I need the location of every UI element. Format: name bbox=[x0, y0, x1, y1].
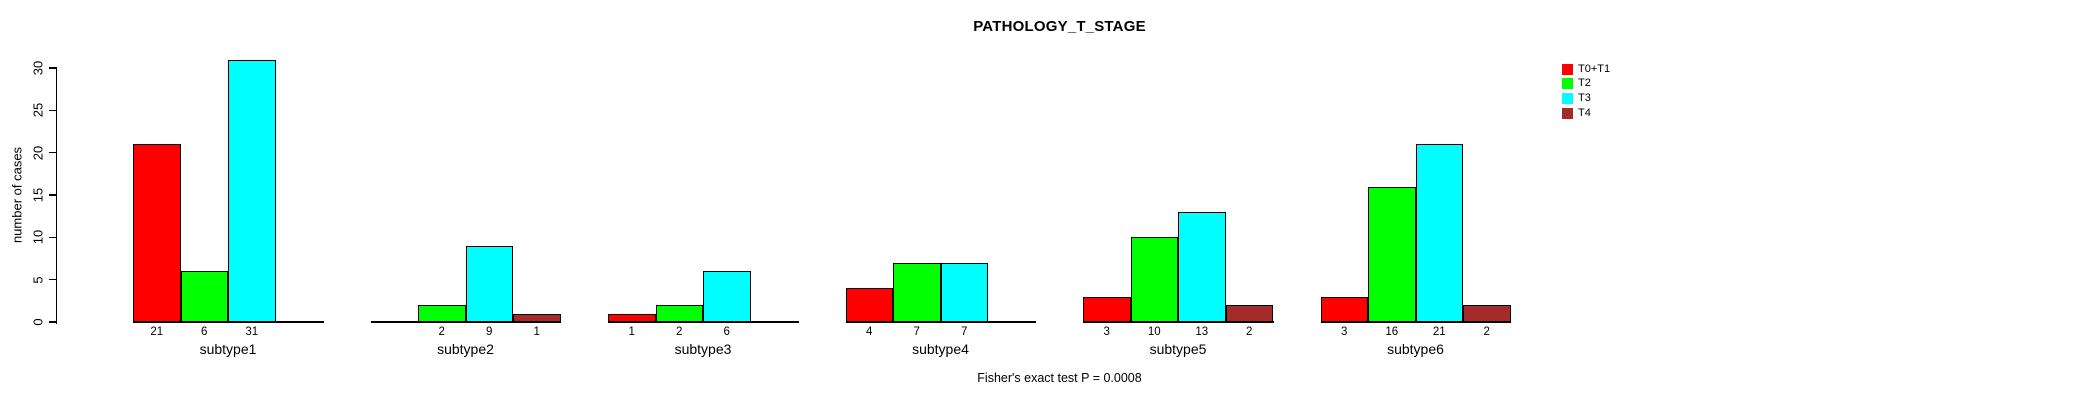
legend-label: T2 bbox=[1578, 77, 1591, 90]
bar-value-label: 21 bbox=[1432, 326, 1446, 338]
bar-subtype3-T0+T1 bbox=[608, 313, 656, 322]
bar-subtype5-T0+T1 bbox=[1083, 296, 1131, 322]
y-tick bbox=[48, 194, 56, 196]
bar-value-label: 2 bbox=[1483, 326, 1490, 338]
bar-subtype6-T4 bbox=[1463, 305, 1511, 322]
legend-swatch-icon bbox=[1562, 107, 1573, 119]
bar-value-label: 1 bbox=[628, 326, 635, 338]
bar-value-label: 3 bbox=[1103, 326, 1110, 338]
bar-value-label: 13 bbox=[1195, 326, 1209, 338]
group-baseline bbox=[845, 321, 1036, 323]
y-axis-line bbox=[55, 67, 57, 324]
bar-value-label: 1 bbox=[533, 326, 540, 338]
category-label-subtype2: subtype2 bbox=[437, 341, 494, 357]
bar-subtype4-T3 bbox=[940, 262, 988, 322]
bar-value-label: 10 bbox=[1147, 326, 1161, 338]
bar-subtype2-T2 bbox=[418, 305, 466, 322]
bar-value-label: 16 bbox=[1385, 326, 1399, 338]
category-label-subtype5: subtype5 bbox=[1149, 341, 1207, 357]
y-tick bbox=[48, 109, 56, 112]
bar-value-label: 2 bbox=[676, 326, 683, 338]
y-tick-label: 10 bbox=[30, 230, 46, 245]
bar-subtype5-T3 bbox=[1178, 211, 1226, 322]
bar-value-label: 6 bbox=[201, 326, 208, 338]
legend-label: T3 bbox=[1578, 91, 1591, 104]
category-label-subtype1: subtype1 bbox=[199, 341, 257, 357]
bar-subtype2-T3 bbox=[465, 245, 513, 322]
legend-swatch-icon bbox=[1562, 63, 1573, 75]
group-baseline bbox=[608, 321, 799, 323]
y-tick-label: 20 bbox=[30, 145, 46, 160]
bar-subtype6-T0+T1 bbox=[1320, 296, 1368, 322]
legend-swatch-icon bbox=[1562, 78, 1573, 90]
legend-label: T4 bbox=[1578, 106, 1591, 119]
bar-subtype4-T2 bbox=[893, 262, 941, 322]
legend-swatch-icon bbox=[1562, 92, 1573, 104]
bar-value-label: 9 bbox=[486, 326, 493, 338]
chart-title: PATHOLOGY_T_STAGE bbox=[973, 18, 1146, 35]
y-tick-label: 25 bbox=[30, 103, 46, 118]
y-tick bbox=[48, 67, 56, 69]
y-tick bbox=[48, 278, 56, 281]
bar-subtype5-T2 bbox=[1130, 237, 1178, 322]
y-tick bbox=[48, 151, 56, 154]
bar-value-label: 6 bbox=[723, 326, 730, 338]
group-baseline bbox=[133, 321, 324, 323]
bar-value-label: 2 bbox=[438, 326, 445, 338]
y-tick-label: 30 bbox=[30, 60, 46, 76]
bar-subtype6-T3 bbox=[1415, 144, 1463, 322]
bar-subtype2-T4 bbox=[513, 313, 561, 322]
bar-subtype6-T2 bbox=[1368, 186, 1416, 322]
y-tick bbox=[48, 236, 56, 239]
category-label-subtype6: subtype6 bbox=[1387, 341, 1444, 357]
group-baseline bbox=[1320, 321, 1511, 323]
legend-label: T0+T1 bbox=[1578, 62, 1611, 75]
bar-value-label: 4 bbox=[866, 326, 873, 338]
bar-subtype4-T0+T1 bbox=[845, 288, 893, 322]
group-baseline bbox=[370, 321, 561, 323]
legend-item-T0+T1: T0+T1 bbox=[1562, 62, 1610, 76]
legend-item-T3: T3 bbox=[1562, 91, 1591, 105]
caption-fishers-test: Fisher's exact test P = 0.0008 bbox=[977, 371, 1142, 385]
y-tick-label: 15 bbox=[30, 187, 46, 203]
bar-subtype1-T2 bbox=[180, 271, 228, 322]
bar-subtype5-T4 bbox=[1225, 305, 1273, 322]
category-label-subtype4: subtype4 bbox=[912, 341, 969, 357]
y-tick bbox=[48, 321, 56, 323]
bar-subtype3-T3 bbox=[703, 271, 751, 322]
y-tick-label: 5 bbox=[30, 276, 46, 284]
bar-subtype1-T3 bbox=[228, 59, 276, 322]
bar-value-label: 31 bbox=[245, 326, 259, 338]
bar-value-label: 7 bbox=[913, 326, 920, 338]
bar-value-label: 21 bbox=[150, 326, 164, 338]
bar-value-label: 2 bbox=[1246, 326, 1253, 338]
bar-subtype1-T0+T1 bbox=[133, 144, 181, 322]
legend-item-T2: T2 bbox=[1562, 77, 1591, 91]
bar-subtype3-T2 bbox=[655, 305, 703, 322]
y-tick-label: 0 bbox=[30, 318, 46, 326]
category-label-subtype3: subtype3 bbox=[674, 341, 732, 357]
bar-value-label: 3 bbox=[1341, 326, 1348, 338]
bar-value-label: 7 bbox=[961, 326, 968, 338]
legend-item-T4: T4 bbox=[1562, 106, 1591, 120]
group-baseline bbox=[1083, 321, 1274, 323]
y-axis-label: number of cases bbox=[9, 146, 25, 244]
